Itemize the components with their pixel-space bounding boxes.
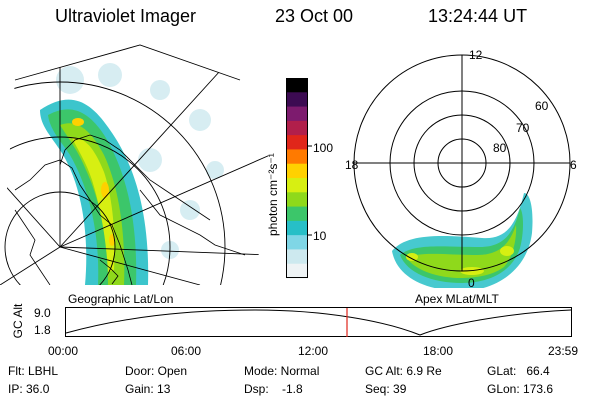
timeline-xtick-1200: 12:00 — [298, 344, 329, 358]
geographic-aurora-image — [0, 44, 270, 285]
colorbar-swatch — [286, 192, 308, 208]
colorbar-tick-100: 100 — [313, 141, 334, 155]
colorbar-swatch — [286, 249, 308, 265]
filter-info: Flt: LBHL — [8, 364, 59, 378]
colorbar-swatch — [286, 178, 308, 193]
observation-date: 23 Oct 00 — [275, 6, 354, 26]
ip-info: IP: 36.0 — [8, 382, 50, 396]
mlat-label-80: 80 — [493, 141, 507, 155]
colorbar-frame — [286, 78, 308, 278]
apex-panel-label: Apex MLat/MLT — [415, 292, 499, 306]
intensity-color-bar — [286, 78, 312, 279]
glat-info: GLat: 66.4 — [487, 364, 550, 378]
glon-info: GLon: 173.6 — [487, 382, 554, 396]
gain-info: Gain: 13 — [125, 382, 171, 396]
timeline-xtick-0600: 06:00 — [171, 344, 202, 358]
mlat-label-60: 60 — [535, 99, 549, 113]
colorbar-swatch — [286, 220, 308, 236]
mlt-label-0: 0 — [468, 276, 475, 288]
timeline-xtick-0000: 00:00 — [48, 344, 79, 358]
colorbar-swatch — [286, 78, 308, 93]
sequence-info: Seq: 39 — [365, 382, 407, 396]
mlat-label-70: 70 — [516, 121, 530, 135]
timeline-ylabel: GC Alt — [11, 303, 25, 339]
colorbar-swatch — [286, 235, 308, 250]
colorbar-swatch — [286, 135, 308, 150]
observation-time: 13:24:44 UT — [428, 6, 528, 26]
mlt-label-12: 12 — [469, 48, 483, 62]
mlt-label-6: 6 — [570, 158, 577, 172]
timeline-ytick-1-8: 1.8 — [34, 323, 51, 337]
dsp-info: Dsp: -1.8 — [244, 382, 303, 396]
colorbar-swatch — [286, 149, 308, 165]
timeline-ytick-9: 9.0 — [34, 306, 51, 320]
colorbar-unit-label: photon cm⁻²s⁻¹ — [266, 153, 280, 236]
colorbar-tick-10: 10 — [313, 229, 327, 243]
colorbar-swatch — [286, 106, 308, 122]
timeline-xtick-2359: 23:59 — [548, 344, 579, 358]
timeline-xtick-1800: 18:00 — [423, 344, 454, 358]
instrument-title: Ultraviolet Imager — [55, 6, 197, 26]
geographic-panel-label: Geographic Lat/Lon — [68, 292, 174, 306]
door-info: Door: Open — [125, 364, 188, 378]
gc-alt-info: GC Alt: 6.9 Re — [365, 364, 442, 378]
mode-info: Mode: Normal — [244, 364, 320, 378]
apex-polar-plot: 12 18 6 0 60 70 80 — [345, 48, 577, 288]
orbit-altitude-timeline — [65, 307, 572, 337]
mlt-label-18: 18 — [345, 158, 359, 172]
colorbar-swatch — [286, 263, 308, 279]
colorbar-swatch — [286, 206, 308, 222]
colorbar-swatch — [286, 92, 308, 108]
colorbar-swatch — [286, 120, 308, 136]
colorbar-swatch — [286, 163, 308, 179]
